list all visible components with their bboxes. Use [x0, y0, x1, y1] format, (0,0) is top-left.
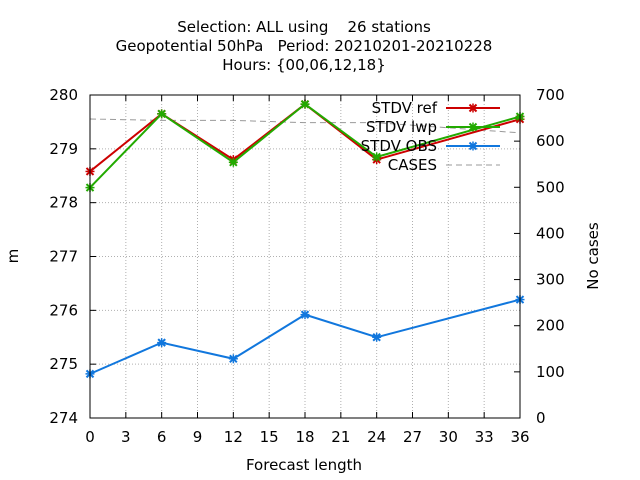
- data-point-stdv-lwp: [300, 99, 310, 109]
- legend-label: STDV OBS: [361, 137, 437, 155]
- legend-label: CASES: [388, 156, 437, 174]
- title-line: Selection: ALL using 26 stations: [177, 18, 431, 36]
- chart-title: Selection: ALL using 26 stationsGeopoten…: [116, 18, 493, 74]
- x-tick-label: 15: [260, 428, 279, 446]
- data-point-stdv-lwp: [157, 109, 167, 119]
- series-line-stdv-lwp: [89, 102, 521, 189]
- grid: [90, 95, 520, 418]
- data-point-stdv-obs: [157, 338, 167, 348]
- legend-item-cases: CASES: [388, 156, 500, 174]
- y2-tick-label: 600: [536, 132, 565, 150]
- series-line-stdv-obs: [89, 298, 521, 375]
- x-tick-label: 6: [157, 428, 167, 446]
- x-tick-label: 12: [224, 428, 243, 446]
- y2-tick-label: 700: [536, 86, 565, 104]
- y2-tick-label: 200: [536, 317, 565, 335]
- x-tick-label: 0: [85, 428, 95, 446]
- y-axis-title: m: [4, 249, 22, 264]
- data-point-stdv-obs: [228, 354, 238, 364]
- legend-label: STDV lwp: [366, 118, 437, 136]
- legend-item-stdv-ref: STDV ref: [372, 99, 500, 117]
- y-tick-label: 279: [49, 140, 78, 158]
- y-tick-label: 276: [49, 301, 78, 319]
- x-tick-label: 3: [121, 428, 131, 446]
- y-tick-label: 278: [49, 194, 78, 212]
- y2-tick-label: 500: [536, 178, 565, 196]
- y-tick-label: 280: [49, 86, 78, 104]
- y2-tick-label: 300: [536, 271, 565, 289]
- x-tick-label: 30: [439, 428, 458, 446]
- legend-marker-stdv-lwp: [468, 122, 478, 132]
- y-tick-label: 274: [49, 409, 78, 427]
- x-tick-label: 9: [193, 428, 203, 446]
- legend-marker-stdv-ref: [468, 103, 478, 113]
- legend-item-stdv-obs: STDV OBS: [361, 137, 500, 155]
- title-line: Geopotential 50hPa Period: 20210201-2021…: [116, 37, 493, 55]
- data-point-stdv-obs: [300, 310, 310, 320]
- data-point-stdv-lwp: [228, 157, 238, 167]
- y2-tick-label: 0: [536, 409, 546, 427]
- legend-label: STDV ref: [372, 99, 438, 117]
- series-line-cases: [89, 118, 521, 134]
- data-point-stdv-lwp: [372, 152, 382, 162]
- legend-item-stdv-lwp: STDV lwp: [366, 118, 500, 136]
- x-tick-label: 27: [403, 428, 422, 446]
- x-tick-label: 24: [367, 428, 386, 446]
- data-point-stdv-obs: [372, 332, 382, 342]
- series-cases: [89, 118, 521, 134]
- x-tick-label: 21: [331, 428, 350, 446]
- y2-axis-title: No cases: [584, 222, 602, 290]
- series-line-stdv-ref: [89, 102, 521, 173]
- axis-ticks: 0 3 6 9 12 15 18 21 24 27 30 33 36274275276277278279…: [49, 86, 564, 446]
- y-tick-label: 275: [49, 355, 78, 373]
- x-tick-label: 36: [510, 428, 529, 446]
- title-line: Hours: {00,06,12,18}: [222, 56, 386, 74]
- x-axis-title: Forecast length: [246, 456, 362, 474]
- x-tick-label: 18: [295, 428, 314, 446]
- x-tick-label: 33: [475, 428, 494, 446]
- y2-tick-label: 100: [536, 363, 565, 381]
- y2-tick-label: 400: [536, 224, 565, 242]
- y-tick-label: 277: [49, 248, 78, 266]
- legend-marker-stdv-obs: [468, 141, 478, 151]
